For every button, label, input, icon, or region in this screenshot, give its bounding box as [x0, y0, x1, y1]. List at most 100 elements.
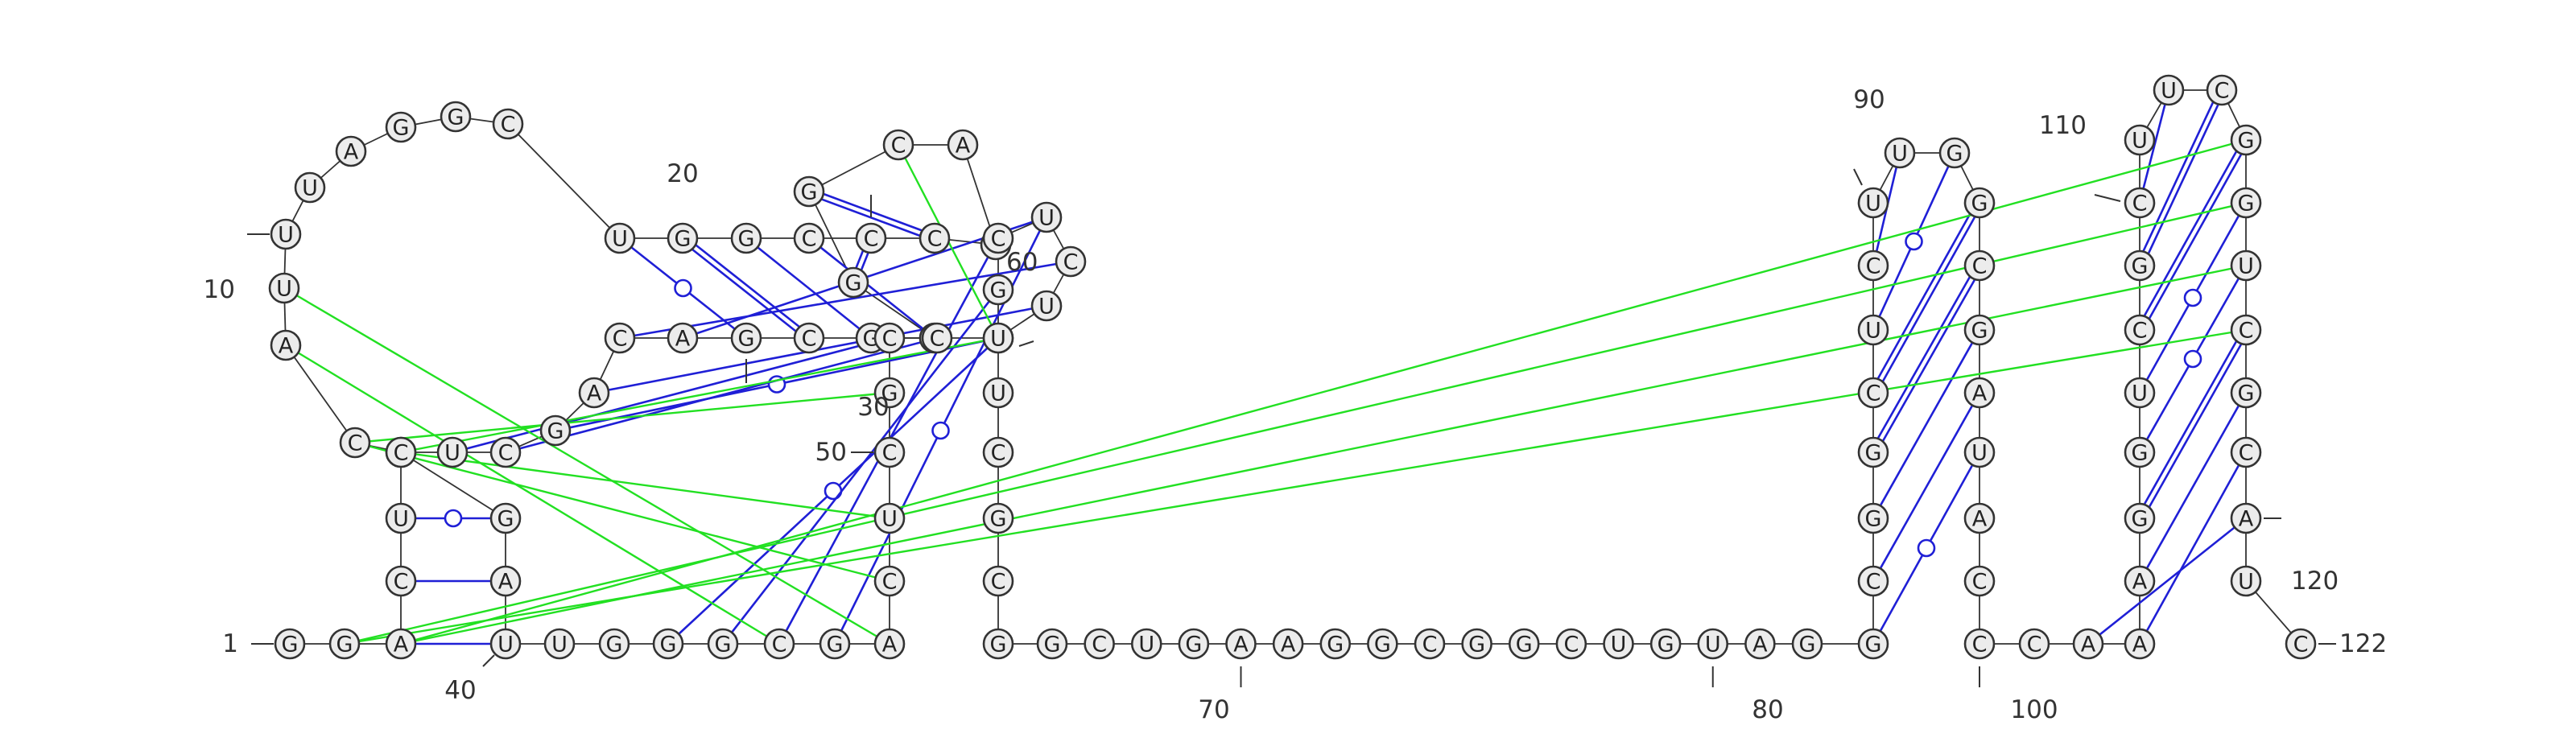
nucleotide: U — [1130, 628, 1162, 660]
nucleotide: U — [982, 377, 1014, 409]
nucleotide: U — [268, 272, 300, 304]
nucleotide-circle — [1857, 187, 1889, 219]
nucleotide-letter: G — [448, 105, 464, 130]
nucleotide: U — [2124, 124, 2156, 156]
nucleotide-letter: G — [1946, 142, 1963, 167]
nucleotide-circle — [270, 218, 302, 250]
nucleotide-letter: C — [882, 441, 898, 466]
nucleotide: G — [1963, 314, 1996, 346]
nucleotide-letter: U — [612, 227, 628, 252]
nucleotide-circle — [2124, 187, 2156, 219]
nucleotide-letter: C — [882, 327, 898, 352]
nucleotide-layer: GGACUCCAUUUAGGCUGGCCCCACGGCGCGACAGCUCGAU… — [268, 74, 2317, 660]
nucleotide: U — [982, 322, 1014, 354]
nucleotide-circle — [873, 322, 906, 354]
base-pair — [1879, 464, 1974, 632]
nucleotide-letter: C — [501, 113, 516, 138]
nucleotide-letter: C — [2027, 633, 2042, 658]
nucleotide-circle — [436, 436, 469, 468]
nucleotide: G — [1857, 436, 1889, 468]
position-label: 20 — [667, 159, 872, 217]
nucleotide-letter: C — [930, 327, 945, 352]
nucleotide: G — [1791, 628, 1823, 660]
nucleotide: G — [982, 502, 1014, 534]
nucleotide-circle — [2230, 436, 2262, 468]
nucleotide-circle — [855, 222, 887, 254]
nucleotide-circle — [1272, 628, 1304, 660]
nucleotide-letter: U — [990, 327, 1006, 352]
nucleotide-letter: G — [660, 633, 677, 658]
base-pair — [691, 244, 800, 332]
nucleotide: U — [2230, 249, 2262, 282]
backbone-segment — [852, 282, 935, 339]
nucleotide-circle — [921, 322, 953, 354]
nucleotide: U — [1857, 314, 1889, 346]
nucleotide: C — [385, 565, 417, 597]
nucleotide-letter: C — [2293, 633, 2309, 658]
nucleotide-circle — [919, 222, 951, 254]
position-label-text: 1 — [222, 629, 238, 658]
nucleotide-letter: G — [881, 381, 898, 406]
nucleotide-letter: G — [715, 633, 732, 658]
nucleotide-circle — [440, 101, 472, 133]
nucleotide-letter: C — [394, 570, 409, 595]
nucleotide-letter: U — [444, 441, 460, 466]
nucleotide: C — [873, 565, 906, 597]
nucleotide-circle — [2230, 502, 2262, 534]
nucleotide: C — [1555, 628, 1587, 660]
nucleotide-circle — [707, 628, 739, 660]
nucleotide: U — [2230, 565, 2262, 597]
nucleotide-letter: C — [1866, 570, 1881, 595]
nucleotide-letter: U — [278, 223, 294, 248]
base-pair-layer — [415, 101, 2243, 645]
nucleotide: U — [543, 628, 576, 660]
nucleotide-letter: C — [2215, 79, 2230, 104]
nucleotide-letter: A — [587, 381, 602, 406]
nucleotide: U — [1857, 187, 1889, 219]
nucleotide: G — [1963, 187, 1996, 219]
nucleotide-circle — [1857, 249, 1889, 282]
nucleotide-circle — [667, 222, 699, 254]
nucleotide: A — [335, 135, 367, 167]
nucleotide-letter: U — [1865, 319, 1881, 344]
position-label-text: 80 — [1752, 695, 1783, 724]
nucleotide: C — [982, 565, 1014, 597]
nucleotide: G — [1857, 628, 1889, 660]
nucleotide-circle — [730, 222, 762, 254]
nucleotide-letter: U — [1611, 633, 1627, 658]
nucleotide: C — [489, 436, 522, 468]
tertiary-interaction-line — [354, 441, 890, 583]
nucleotide-letter: G — [1468, 633, 1485, 658]
nucleotide-letter: U — [1138, 633, 1154, 658]
nucleotide-circle — [982, 274, 1014, 306]
nucleotide-letter: G — [1971, 319, 1988, 344]
nucleotide: U — [2124, 377, 2156, 409]
nucleotide-letter: G — [827, 633, 844, 658]
nucleotide-letter: G — [393, 116, 410, 141]
nucleotide-letter: C — [2132, 319, 2148, 344]
nucleotide: C — [492, 108, 524, 140]
nucleotide-letter: C — [1563, 633, 1579, 658]
wobble-pair-marker — [2183, 349, 2202, 369]
position-label: 120 — [2264, 517, 2339, 596]
base-pair — [519, 340, 923, 450]
nucleotide-circle — [982, 222, 1014, 254]
nucleotide: G — [837, 266, 869, 299]
nucleotide-circle — [1555, 628, 1587, 660]
nucleotide-circle — [982, 436, 1014, 468]
nucleotide-letter: U — [497, 633, 514, 658]
nucleotide-circle — [2153, 74, 2185, 106]
nucleotide-letter: G — [1865, 633, 1882, 658]
nucleotide: C — [604, 322, 636, 354]
nucleotide-circle — [1963, 187, 1996, 219]
position-label-text: 120 — [2291, 567, 2339, 596]
nucleotide: C — [793, 222, 825, 254]
nucleotide-letter: A — [1972, 381, 1988, 406]
nucleotide: U — [385, 502, 417, 534]
position-label: 10 — [204, 233, 270, 304]
nucleotide-letter: A — [1281, 633, 1296, 658]
nucleotide: C — [793, 322, 825, 354]
nucleotide-circle — [578, 377, 610, 409]
position-label-text: 30 — [857, 393, 889, 422]
nucleotide: C — [1963, 565, 1996, 597]
